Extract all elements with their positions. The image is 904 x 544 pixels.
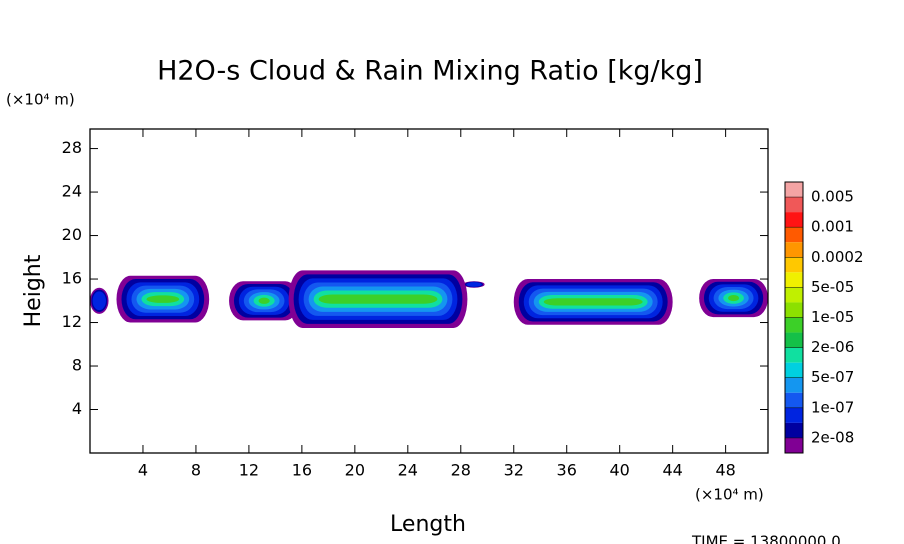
colorbar-swatch [785,302,803,318]
y-tick-label: 12 [62,312,82,331]
y-label: Height [21,254,46,327]
y-tick-label: 28 [62,138,82,157]
cloud-region [318,294,438,304]
x-tick-label: 24 [398,461,418,480]
colorbar-swatch [785,332,803,348]
cloud-region [466,282,482,287]
colorbar-swatch [785,362,803,378]
x-tick-label: 4 [138,461,148,480]
y-tick-label: 8 [72,356,82,375]
y-tick-label: 16 [62,269,82,288]
colorbar-swatch [785,197,803,213]
x-tick-label: 20 [345,461,365,480]
x-tick-label: 12 [239,461,259,480]
cloud-region [728,295,740,302]
colorbar-swatch [785,407,803,423]
colorbar-swatch [785,227,803,243]
x-label: Length [390,512,466,537]
cloud-region [92,291,106,311]
x-tick-label: 16 [292,461,312,480]
colorbar-label: 0.001 [811,218,854,236]
x-unit: (×10⁴ m) [695,486,764,504]
colorbar-swatch [785,317,803,333]
chart-title: H2O-s Cloud & Rain Mixing Ratio [kg/kg] [157,56,703,87]
x-tick-label: 44 [662,461,682,480]
x-tick-label: 36 [557,461,577,480]
plot-frame [89,128,769,454]
colorbar-label: 2e-08 [811,428,854,446]
colorbar-label: 1e-05 [811,308,854,326]
colorbar-swatch [785,422,803,438]
y-tick-label: 20 [62,225,82,244]
colorbar-swatch [785,182,803,198]
colorbar-swatch [785,347,803,363]
y-tick-label: 24 [62,182,82,201]
colorbar-swatch [785,287,803,303]
x-tick-label: 8 [191,461,201,480]
cloud-region [543,298,643,306]
colorbar-swatch [785,242,803,258]
x-tick-label: 32 [504,461,524,480]
cloud-region [258,297,270,304]
x-tick-label: 28 [451,461,471,480]
y-tick-label: 4 [72,399,82,418]
colorbar-label: 0.005 [811,188,854,206]
colorbar-label: 5e-07 [811,368,854,386]
colorbar-label: 2e-06 [811,338,854,356]
x-tick-label: 40 [610,461,630,480]
colorbar-swatch [785,392,803,408]
colorbar-swatch [785,257,803,273]
colorbar-label: 5e-05 [811,278,854,296]
y-unit: (×10⁴ m) [6,91,75,109]
colorbar-swatch [785,212,803,228]
colorbar-swatch [785,272,803,288]
colorbar-swatch [785,377,803,393]
cloud-region [146,295,180,303]
colorbar-label: 1e-07 [811,398,854,416]
footer: TIME = 13800000.0 [691,533,841,544]
colorbar-swatch [785,437,803,453]
colorbar-label: 0.0002 [811,248,864,266]
x-tick-label: 48 [715,461,735,480]
